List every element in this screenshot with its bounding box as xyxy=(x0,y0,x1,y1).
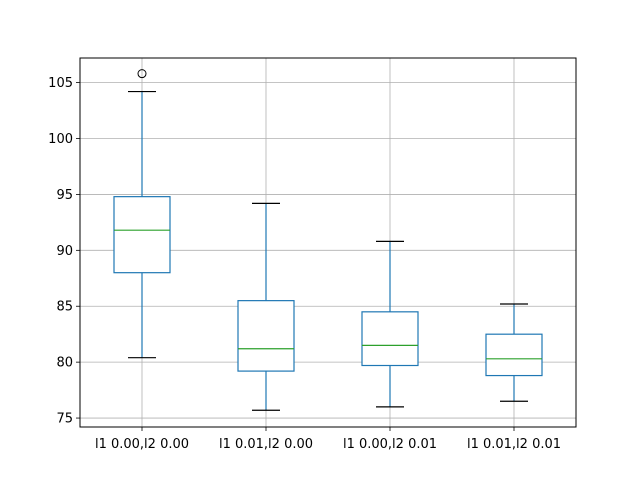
y-tick-label: 85 xyxy=(56,300,73,315)
y-tick-label: 100 xyxy=(48,132,73,147)
box-group xyxy=(485,303,543,402)
box-group xyxy=(237,202,295,411)
y-tick-label: 105 xyxy=(48,76,73,91)
x-tick-label: l1 0.00,l2 0.01 xyxy=(343,437,437,452)
box-iqr xyxy=(361,311,419,367)
outlier-point xyxy=(137,69,147,79)
box-iqr xyxy=(113,196,171,274)
x-tick-label: l1 0.00,l2 0.00 xyxy=(95,437,189,452)
y-tick-label: 75 xyxy=(56,412,73,427)
axes-frame xyxy=(79,57,577,428)
y-tick-label: 90 xyxy=(56,244,73,259)
box-iqr xyxy=(485,333,543,377)
x-tick-label: l1 0.01,l2 0.01 xyxy=(467,437,561,452)
box-iqr xyxy=(237,300,295,372)
y-tick-label: 80 xyxy=(56,356,73,371)
box-layer xyxy=(113,69,543,411)
y-tick-label: 95 xyxy=(56,188,73,203)
box-group xyxy=(361,240,419,408)
tick-layer: 75 80 85 90 95 100 105 l1 0.00,l2 0.00 l1 0.01,l… xyxy=(48,76,561,452)
box-group xyxy=(113,69,171,359)
x-tick-label: l1 0.01,l2 0.00 xyxy=(219,437,313,452)
